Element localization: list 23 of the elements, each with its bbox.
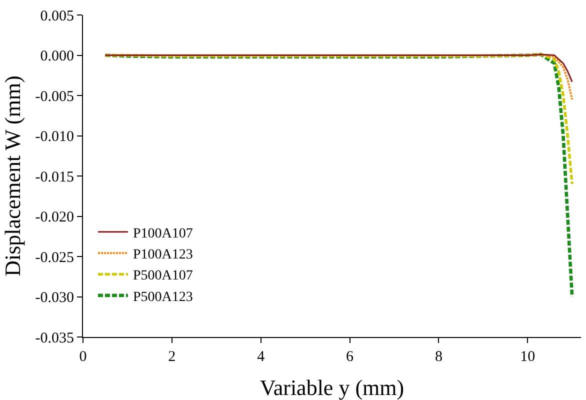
x-tick-label: 8 [434,349,442,365]
y-tick-label: -0.035 [35,330,74,346]
x-tick-label: 0 [79,349,87,365]
y-tick-label: -0.010 [35,129,74,145]
legend-label: P500A123 [132,290,193,305]
y-tick-label: -0.015 [35,169,74,186]
y-tick-label: 0.005 [40,8,74,24]
legend-label: P500A107 [132,268,193,284]
x-tick-label: 10 [520,349,536,365]
legend-label: P100A107 [132,226,193,242]
x-tick-label: 6 [346,349,354,365]
x-axis-title: Variable y (mm) [260,374,404,400]
y-tick-label: -0.005 [35,88,74,105]
x-tick-label: 2 [168,349,176,365]
y-tick-label: -0.025 [35,250,74,266]
line-series [104,53,574,101]
x-tick-label: 4 [257,349,266,365]
y-axis-title: Displacement W (mm) [0,76,25,276]
y-tick-label: -0.030 [35,290,74,306]
legend-label: P100A123 [132,248,193,262]
y-tick-label: -0.020 [35,210,74,226]
line-series [104,54,573,83]
y-tick-label: 0.000 [40,48,74,64]
